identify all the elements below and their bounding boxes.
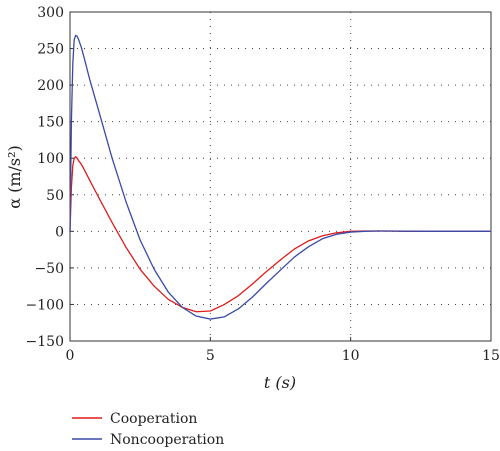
axis-ticks: 0 5 10 15 −150 −100 −50 0 50 100 150 200 250 300 (26, 5, 500, 364)
y-tick-label: 100 (37, 151, 64, 167)
grid-lines (70, 12, 491, 341)
y-tick-label: 50 (46, 188, 64, 204)
y-tick-label: 250 (37, 42, 64, 58)
legend: Cooperation Noncooperation (72, 411, 224, 448)
plot-frame (69, 11, 492, 342)
y-axis-label: α (m/s²) (5, 145, 24, 209)
y-tick-label: 150 (37, 115, 64, 131)
x-tick-label: 10 (342, 348, 360, 364)
y-tick-label: 0 (55, 224, 64, 240)
series-line-cooperation (69, 156, 491, 313)
legend-label-noncooperation: Noncooperation (110, 432, 224, 448)
x-tick-label: 5 (206, 348, 215, 364)
y-tick-label: 300 (37, 5, 64, 21)
x-tick-label: 0 (66, 348, 75, 364)
y-tick-label: −100 (26, 297, 64, 313)
y-tick-label: 200 (37, 78, 64, 94)
series-line-noncooperation (69, 34, 491, 320)
y-tick-label: −150 (26, 334, 64, 350)
y-tick-label: −50 (34, 261, 64, 277)
x-axis-label: t (s) (264, 373, 296, 392)
x-tick-label: 15 (482, 348, 500, 364)
legend-label-cooperation: Cooperation (110, 411, 197, 427)
series-lines (69, 34, 491, 320)
